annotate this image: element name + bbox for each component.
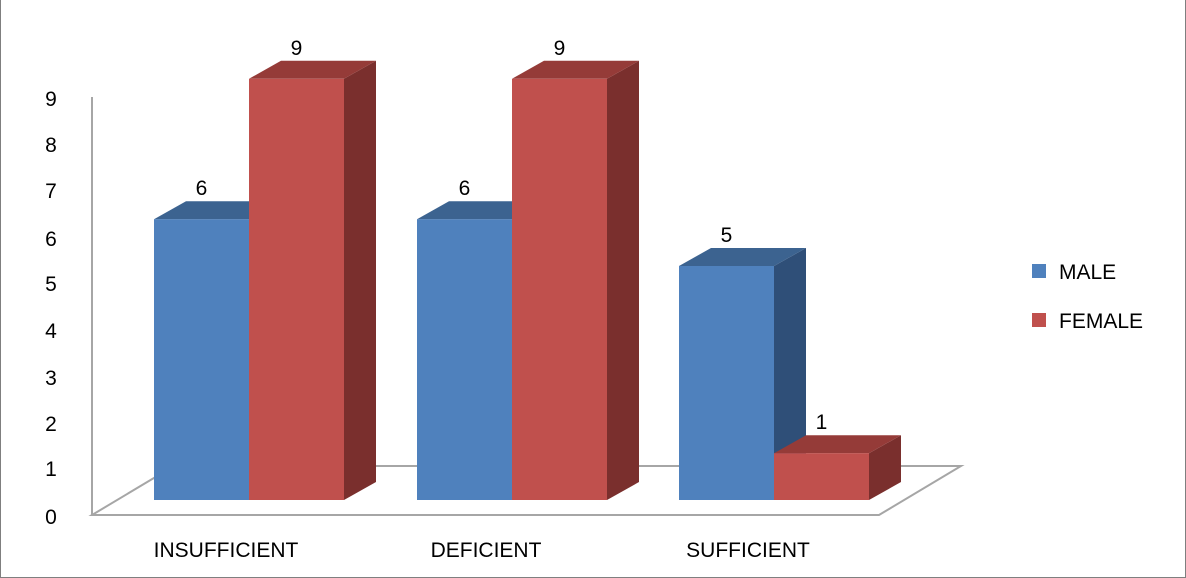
bar-top bbox=[249, 60, 376, 79]
category-label: INSUFFICIENT bbox=[154, 539, 299, 562]
bar-male bbox=[417, 219, 512, 500]
floor-plane bbox=[88, 465, 965, 516]
bar-male bbox=[679, 266, 774, 500]
category-axis: INSUFFICIENT DEFICIENT SUFFICIENT bbox=[154, 539, 810, 562]
bar-side bbox=[607, 60, 639, 501]
bar-top bbox=[774, 435, 901, 454]
data-label: 6 bbox=[459, 177, 471, 200]
y-tick-label: 4 bbox=[45, 320, 57, 343]
bar-female bbox=[512, 78, 607, 501]
bar-female bbox=[774, 453, 869, 500]
data-label: 6 bbox=[196, 177, 208, 200]
legend: MALE FEMALE bbox=[1032, 261, 1143, 333]
chart-floor bbox=[88, 465, 965, 516]
y-tick-label: 0 bbox=[45, 506, 57, 529]
y-tick-label: 7 bbox=[45, 180, 57, 203]
data-label: 9 bbox=[554, 37, 566, 60]
legend-label-female: FEMALE bbox=[1059, 310, 1143, 333]
bar-female bbox=[249, 78, 344, 501]
category-label: DEFICIENT bbox=[431, 539, 542, 562]
y-tick-label: 8 bbox=[45, 134, 57, 157]
y-axis: 0 1 2 3 4 5 6 7 8 9 bbox=[45, 88, 93, 529]
data-label: 1 bbox=[816, 411, 828, 434]
legend-swatch-female bbox=[1032, 313, 1046, 327]
category-label: SUFFICIENT bbox=[686, 539, 810, 562]
y-tick-label: 1 bbox=[45, 458, 57, 481]
data-labels: 6 9 6 9 5 1 bbox=[196, 37, 828, 434]
legend-label-male: MALE bbox=[1059, 261, 1116, 284]
y-tick-label: 9 bbox=[45, 88, 57, 111]
bar-top bbox=[679, 248, 806, 266]
bar-side bbox=[869, 435, 901, 500]
y-tick-label: 6 bbox=[45, 228, 57, 251]
y-tick-label: 5 bbox=[45, 273, 57, 296]
data-label: 5 bbox=[721, 224, 733, 247]
bar-male bbox=[154, 219, 249, 500]
bars bbox=[154, 60, 901, 501]
y-tick-label: 3 bbox=[45, 367, 57, 390]
bar-top bbox=[512, 60, 639, 79]
data-label: 9 bbox=[291, 37, 303, 60]
y-tick-label: 2 bbox=[45, 413, 57, 436]
bar-side bbox=[774, 248, 806, 500]
legend-swatch-male bbox=[1032, 264, 1046, 278]
bar-side bbox=[344, 60, 376, 501]
